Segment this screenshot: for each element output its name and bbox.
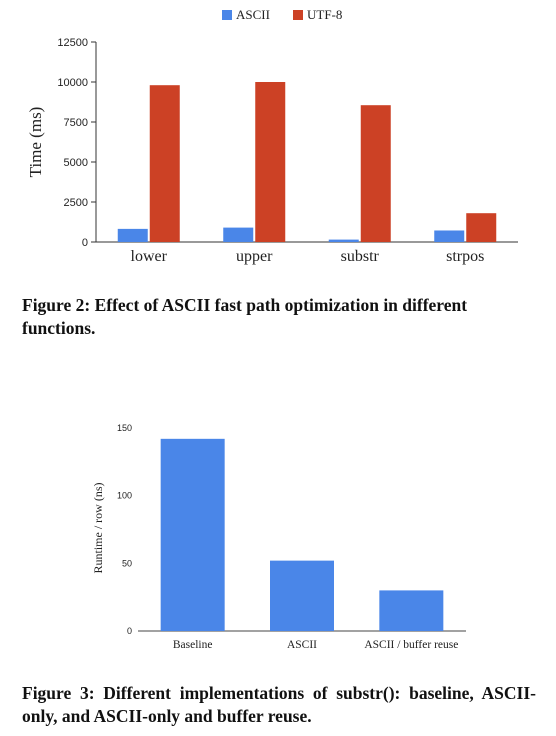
- bar: [270, 560, 334, 631]
- x-tick-label: Baseline: [173, 639, 213, 651]
- legend: ASCII UTF-8: [222, 7, 342, 22]
- figure-3-caption: Figure 3: Different implementations of s…: [22, 683, 536, 726]
- legend-label-ascii: ASCII: [236, 7, 270, 22]
- y-tick-label: 0: [127, 626, 132, 636]
- bar: [379, 590, 444, 631]
- x-tick-label: ASCII / buffer reuse: [364, 639, 458, 651]
- bar-ascii: [117, 228, 148, 242]
- y-tick-label: 150: [117, 423, 132, 433]
- y-tick-label: 2500: [64, 197, 88, 209]
- bar-ascii: [223, 227, 254, 242]
- y-axis-label: Runtime / row (ns): [91, 483, 105, 574]
- y-tick-label: 0: [82, 237, 88, 249]
- tick-labels: 0 50 100 150 Baseline ASCII ASCII / buffer reu…: [117, 423, 458, 651]
- bar-utf8: [255, 82, 286, 242]
- x-tick-label: lower: [131, 248, 168, 265]
- bar-ascii: [434, 230, 465, 242]
- bar-utf8: [360, 105, 391, 242]
- bar-utf8: [149, 85, 180, 242]
- x-tick-label: substr: [341, 248, 380, 265]
- y-tick-label: 50: [122, 558, 132, 568]
- figure-2-caption: Figure 2: Effect of ASCII fast path opti…: [22, 295, 468, 338]
- bars: [117, 82, 497, 242]
- legend-swatch-utf8: [293, 10, 303, 20]
- tick-labels: 0 2500 5000 7500 10000 12500 lower upper substr s…: [57, 37, 484, 265]
- legend-label-utf8: UTF-8: [307, 7, 342, 22]
- chart-fig3: Runtime / row (ns) 0 50 100 150 Baseline ASCI…: [91, 423, 466, 651]
- chart-fig2: ASCII UTF-8 Time (ms) 0 2500 5000 7500 10000…: [26, 7, 518, 265]
- y-tick-label: 5000: [64, 157, 88, 169]
- bar-utf8: [466, 213, 497, 242]
- bar-ascii: [328, 239, 359, 242]
- y-tick-label: 100: [117, 491, 132, 501]
- bars: [160, 438, 444, 631]
- bar: [160, 438, 225, 631]
- x-tick-label: strpos: [446, 248, 484, 265]
- y-tick-label: 10000: [57, 77, 88, 89]
- x-tick-label: ASCII: [287, 639, 317, 651]
- y-tick-label: 7500: [64, 117, 88, 129]
- y-tick-label: 12500: [57, 37, 88, 49]
- y-axis-label: Time (ms): [26, 107, 45, 178]
- x-tick-label: upper: [236, 248, 273, 265]
- legend-swatch-ascii: [222, 10, 232, 20]
